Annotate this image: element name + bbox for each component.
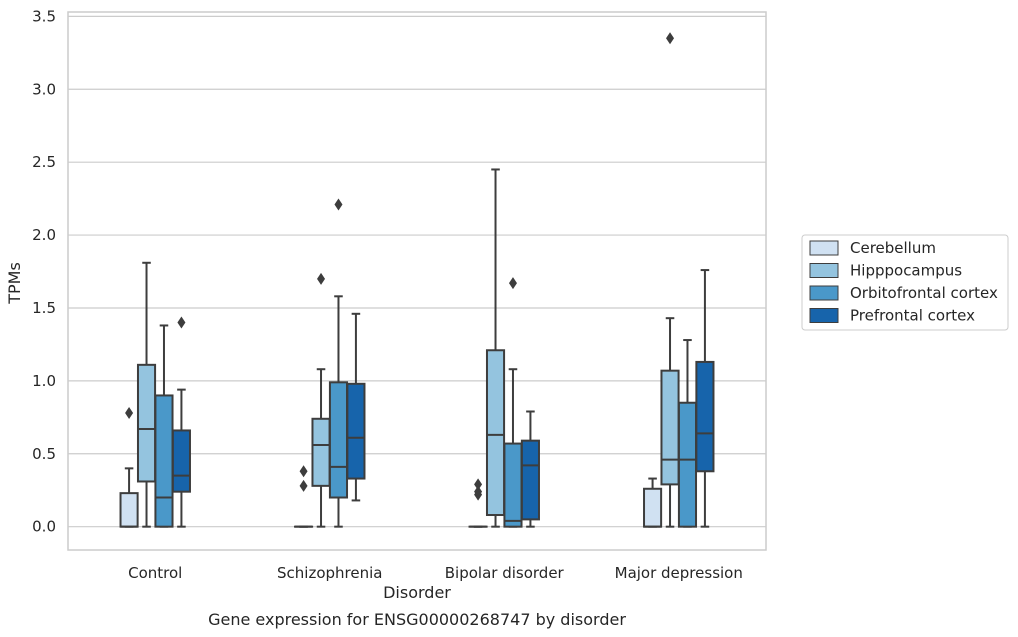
box-iqr <box>346 382 366 480</box>
box-iqr <box>695 360 715 473</box>
box-iqr <box>485 349 506 517</box>
box-iqr <box>328 381 349 499</box>
legend-frame <box>801 234 1009 331</box>
box-hipppocampus-1 <box>311 272 331 528</box>
box-iqr <box>503 442 523 528</box>
box-iqr <box>643 487 663 528</box>
y-tick-label: 1.5 <box>32 299 56 317</box>
box-orbitofrontal-cortex-1 <box>328 198 349 528</box>
y-tick-label: 3.0 <box>32 80 56 98</box>
legend-label: Orbitofrontal cortex <box>850 284 998 302</box>
box-prefrontal-cortex-3 <box>695 269 715 528</box>
box-iqr <box>154 394 174 528</box>
outlier-marker <box>508 277 517 290</box>
box-cerebellum-3 <box>643 477 663 528</box>
outlier-marker <box>299 479 308 492</box>
legend-label: Hipppocampus <box>850 262 962 280</box>
x-tick-label: Schizophrenia <box>277 564 382 582</box>
chart-title: Gene expression for ENSG00000268747 by d… <box>208 610 626 629</box>
box-iqr <box>677 401 698 528</box>
legend-label: Prefrontal cortex <box>850 307 975 325</box>
y-axis-label: TPMs <box>5 262 24 305</box>
box-iqr <box>660 369 680 486</box>
x-tick-label: Major depression <box>615 564 743 582</box>
outlier-marker <box>474 478 483 491</box>
y-tick-label: 2.5 <box>32 153 56 171</box>
box-prefrontal-cortex-1 <box>346 312 366 502</box>
x-tick-labels: Control Schizophrenia Bipolar disorder Majo… <box>128 564 743 582</box>
box-iqr <box>520 439 540 521</box>
y-tick-label: 0.5 <box>32 445 56 463</box>
y-tick-label: 3.5 <box>32 7 56 25</box>
plot-frame <box>67 11 767 551</box>
box-iqr <box>136 363 157 483</box>
legend-swatch <box>809 308 839 323</box>
outlier-marker <box>334 198 343 211</box>
outlier-marker <box>299 465 308 478</box>
x-tick-label: Bipolar disorder <box>445 564 565 582</box>
legend-label: Cerebellum <box>850 239 936 257</box>
box-hipppocampus-0 <box>136 261 157 528</box>
box-cerebellum-0 <box>119 406 139 528</box>
legend: Cerebellum Hipppocampus Orbitofrontal cort… <box>801 234 1009 331</box>
legend-swatch <box>809 263 839 278</box>
y-tick-label: 0.0 <box>32 518 56 536</box>
y-tick-label: 2.0 <box>32 226 56 244</box>
x-axis-label: Disorder <box>383 583 451 602</box>
outlier-marker <box>125 406 134 419</box>
x-tick-label: Control <box>128 564 182 582</box>
box-iqr <box>119 492 139 528</box>
legend-swatch <box>809 285 839 301</box>
outlier-marker <box>666 32 675 45</box>
box-orbitofrontal-cortex-2 <box>503 277 523 528</box>
y-tick-labels: 0.0 0.5 1.0 1.5 2.0 2.5 3.0 3.5 <box>32 7 56 535</box>
y-tick-label: 1.0 <box>32 372 56 390</box>
legend-swatch <box>809 240 839 256</box>
boxes <box>119 32 715 528</box>
box-hipppocampus-3 <box>660 32 680 528</box>
box-iqr <box>171 429 191 493</box>
box-hipppocampus-2 <box>485 168 506 528</box>
box-prefrontal-cortex-0 <box>171 316 191 528</box>
outlier-marker <box>474 485 483 498</box>
outlier-marker <box>317 272 326 285</box>
box-cerebellum-1 <box>294 465 314 528</box>
box-cerebellum-2 <box>468 478 488 528</box>
outlier-marker <box>177 316 186 329</box>
box-prefrontal-cortex-2 <box>520 410 540 528</box>
box-iqr <box>311 417 331 487</box>
